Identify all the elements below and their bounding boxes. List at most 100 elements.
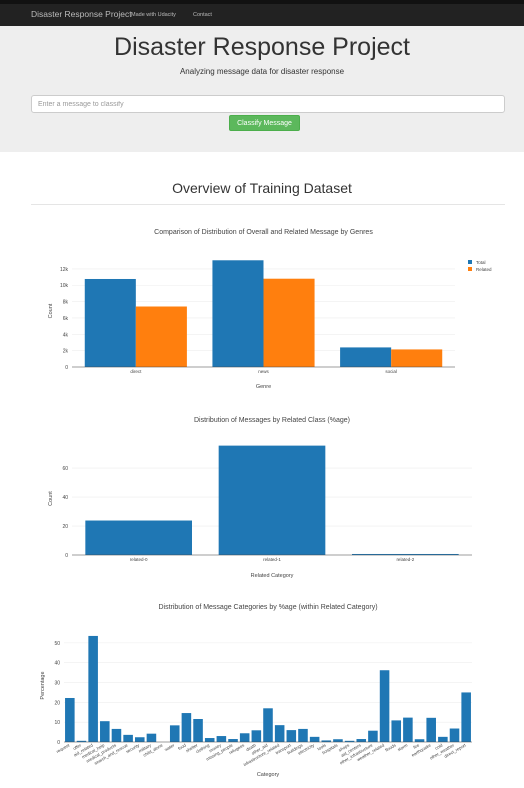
- chart-title: Distribution of Messages by Related Clas…: [194, 417, 350, 424]
- bar-medical-help: [100, 721, 110, 742]
- bar-weather-related: [379, 670, 390, 742]
- x-tick-label: death: [245, 742, 257, 752]
- x-tick-label: shops: [338, 743, 350, 753]
- x-tick-label: direct: [130, 369, 142, 374]
- y-tick-label: 20: [62, 524, 68, 530]
- bar-request: [65, 697, 75, 742]
- y-tick-label: 40: [62, 495, 68, 501]
- bar-direct-related: [135, 306, 187, 367]
- bar-clothing: [204, 738, 215, 742]
- bar-transport: [286, 730, 297, 742]
- chart-title: Distribution of Message Categories by %a…: [158, 604, 377, 611]
- x-tick-label: water: [164, 742, 176, 752]
- bar-water: [169, 725, 180, 742]
- y-axis-label: Count: [48, 491, 54, 506]
- x-tick-label: storm: [397, 742, 409, 752]
- message-input[interactable]: [31, 95, 505, 113]
- x-tick-label: related-2: [396, 557, 414, 562]
- y-axis-label: Percentage: [40, 671, 46, 699]
- y-tick-label: 4k: [63, 332, 69, 338]
- bar-storm: [403, 717, 413, 742]
- y-tick-label: 60: [62, 466, 68, 472]
- x-tick-label: cold: [434, 742, 444, 751]
- bar-search-and-rescue: [123, 734, 133, 742]
- y-tick-label: 12k: [60, 267, 69, 273]
- classify-message-button[interactable]: Classify Message: [229, 115, 300, 131]
- y-tick-label: 2k: [63, 349, 69, 355]
- header-jumbotron: [0, 26, 524, 152]
- x-tick-label: tools: [316, 743, 326, 752]
- y-tick-label: 20: [54, 700, 60, 706]
- navbar-brand[interactable]: Disaster Response Project: [31, 9, 132, 19]
- nav-link-udacity[interactable]: Made with Udacity: [131, 12, 176, 18]
- bar-food: [181, 713, 192, 742]
- y-tick-label: 0: [65, 365, 68, 371]
- x-tick-label: related-0: [130, 557, 148, 562]
- x-axis-label: Related Category: [251, 573, 294, 579]
- bar-cold: [438, 736, 448, 742]
- bar-direct-report: [461, 692, 471, 742]
- legend-label-related: Related: [476, 267, 492, 272]
- bar-shelter: [193, 719, 203, 742]
- x-tick-label: money: [208, 742, 222, 753]
- x-tick-label: news: [258, 369, 269, 374]
- navbar: Disaster Response Project Made with Udac…: [0, 0, 524, 26]
- x-tick-label: food: [177, 742, 187, 751]
- legend-swatch-total: [468, 260, 472, 264]
- x-tick-label: floods: [384, 743, 396, 753]
- x-tick-label: shelter: [185, 742, 199, 753]
- bar-fire: [414, 739, 425, 742]
- bar-earthquake: [426, 717, 436, 742]
- page-title: Disaster Response Project: [114, 33, 410, 61]
- bar-related-1: [218, 445, 326, 555]
- bar-security: [134, 737, 145, 742]
- legend-label-total: Total: [476, 260, 486, 265]
- bar-social-total: [340, 347, 392, 367]
- bar-social-related: [391, 349, 443, 367]
- x-axis-label: Genre: [256, 384, 271, 390]
- bar-buildings: [298, 728, 308, 742]
- y-tick-label: 0: [65, 553, 68, 559]
- x-tick-label: military: [138, 742, 153, 754]
- bar-news-related: [263, 278, 315, 367]
- y-tick-label: 0: [57, 740, 60, 746]
- y-tick-label: 10k: [60, 283, 69, 289]
- bar-aid-related: [88, 635, 98, 742]
- x-tick-label: social: [385, 369, 397, 374]
- bar-money: [216, 736, 227, 742]
- section-divider: [31, 204, 505, 205]
- bar-related-2: [352, 553, 459, 555]
- bar-electricity: [309, 736, 320, 742]
- x-tick-label: related-1: [263, 557, 281, 562]
- overview-title: Overview of Training Dataset: [172, 180, 352, 196]
- y-tick-label: 8k: [63, 300, 69, 306]
- related-class-chart: Distribution of Messages by Related Clas…: [48, 417, 472, 579]
- y-axis-label: Count: [48, 303, 54, 318]
- nav-link-contact[interactable]: Contact: [193, 12, 212, 18]
- page-subtitle: Analyzing message data for disaster resp…: [179, 67, 345, 76]
- bar-missing-people: [228, 739, 238, 742]
- x-axis-label: Category: [257, 772, 280, 778]
- bar-shops: [344, 740, 355, 742]
- y-tick-label: 30: [54, 681, 60, 687]
- bar-death: [251, 730, 262, 742]
- bar-tools: [321, 740, 332, 742]
- y-tick-label: 40: [54, 661, 60, 667]
- bar-offer: [76, 740, 87, 742]
- bar-related-0: [85, 520, 192, 555]
- bar-direct-total: [84, 278, 136, 367]
- bar-aid-centers: [356, 739, 367, 742]
- x-tick-label: offer: [72, 742, 82, 751]
- genre-distribution-chart: Comparison of Distribution of Overall an…: [48, 229, 492, 390]
- bar-floods: [391, 720, 402, 742]
- bar-other-aid: [263, 708, 273, 742]
- bar-medical-products: [111, 728, 122, 742]
- y-tick-label: 10: [54, 720, 60, 726]
- x-tick-label: request: [55, 742, 71, 754]
- bar-other-weather: [449, 728, 460, 742]
- bar-refugees: [239, 733, 250, 742]
- chart-title: Comparison of Distribution of Overall an…: [154, 229, 373, 236]
- bar-military: [146, 733, 157, 742]
- bar-hospitals: [333, 739, 343, 742]
- bar-news-total: [212, 260, 264, 367]
